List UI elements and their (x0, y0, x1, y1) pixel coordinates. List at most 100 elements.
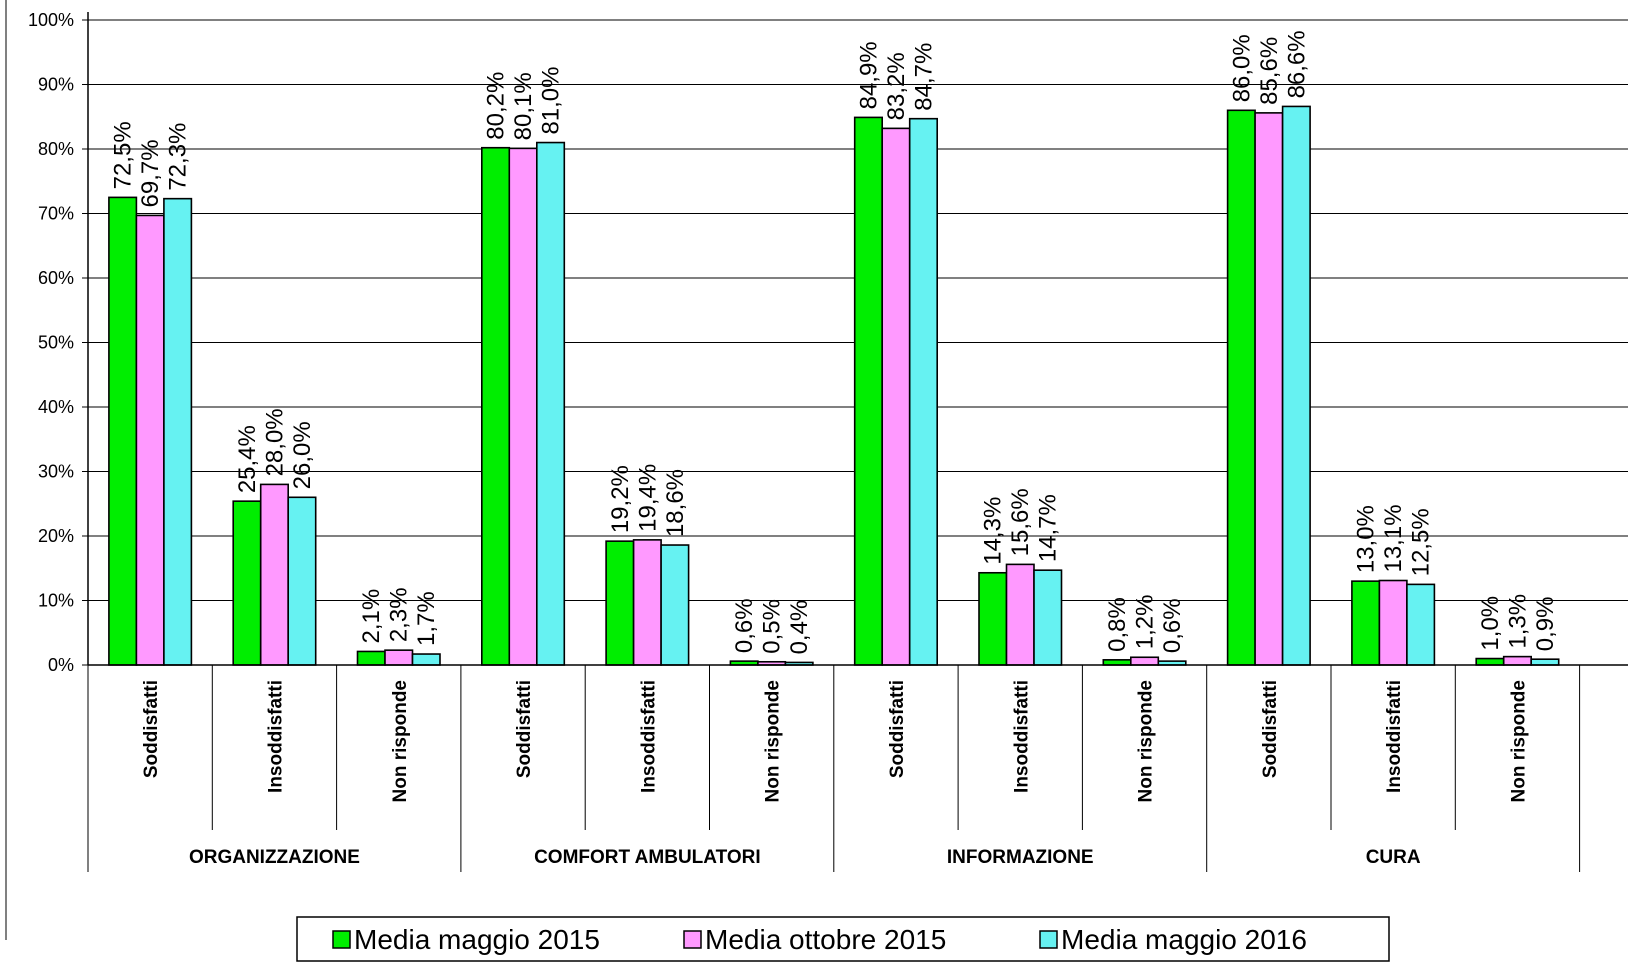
bar (108, 196, 138, 666)
bar (1378, 579, 1408, 666)
bars (108, 105, 1560, 666)
x-axis: Soddisfatti Insoddisfatti Non risponde Sodd… (87, 664, 1628, 872)
bar (908, 117, 939, 666)
data-label: 18,6% (662, 469, 689, 537)
data-label: 2,3% (386, 587, 413, 642)
data-labels: 72,5% 69,7% 72,3%25,4% 28,0% 26,0%2,1% 2,3% 1,… (110, 30, 1559, 654)
bar (1254, 112, 1284, 666)
bar (1033, 569, 1063, 666)
category-label: Non risponde (390, 680, 411, 802)
bar (1102, 659, 1132, 666)
y-tick-label: 70% (38, 204, 74, 224)
data-label: 84,9% (855, 41, 882, 109)
bar (1005, 563, 1035, 666)
y-tick-label: 20% (38, 526, 74, 546)
category-label: Insoddisfatti (638, 680, 659, 793)
data-label: 81,0% (538, 66, 565, 134)
data-label: 2,1% (358, 589, 385, 644)
category-label: Soddisfatti (887, 680, 908, 778)
legend-swatch (332, 930, 351, 949)
data-label: 13,1% (1380, 504, 1407, 572)
data-label: 1,0% (1477, 596, 1504, 651)
data-label: 85,6% (1256, 37, 1283, 105)
y-tick-label: 90% (38, 75, 74, 95)
legend: Media maggio 2015 Media ottobre 2015 Media… (296, 916, 1390, 962)
data-label: 86,0% (1228, 34, 1255, 102)
legend-box (296, 916, 1390, 962)
category-label: Insoddisfatti (1011, 680, 1032, 793)
data-label: 15,6% (1007, 488, 1034, 556)
y-tick-label: 100% (28, 10, 74, 30)
data-label: 0,4% (786, 600, 813, 655)
bar (287, 496, 317, 666)
y-tick-label: 60% (38, 268, 74, 288)
bar (411, 653, 441, 666)
bar (660, 544, 690, 666)
bar (535, 141, 566, 666)
bar (1130, 656, 1160, 666)
category-label: Soddisfatti (141, 680, 162, 778)
data-label: 25,4% (234, 425, 261, 493)
category-label: Non risponde (1136, 680, 1157, 802)
legend-swatch (683, 930, 702, 949)
bar (1226, 109, 1256, 666)
data-label: 0,9% (1532, 596, 1559, 651)
y-axis: 0% 10% 20% 30% 40% 50% 60% 70% 80% 90% 100% (28, 10, 89, 675)
bar (480, 146, 511, 666)
y-tick-label: 30% (38, 462, 74, 482)
bar (384, 649, 414, 666)
bar (1502, 655, 1532, 666)
data-label: 13,0% (1353, 505, 1380, 573)
data-label: 0,8% (1104, 597, 1131, 652)
data-label: 69,7% (137, 139, 164, 207)
bar (356, 650, 386, 666)
y-tick-label: 40% (38, 397, 74, 417)
group-label: CURA (1366, 847, 1421, 868)
legend-label: Media maggio 2015 (354, 924, 600, 955)
data-label: 72,3% (165, 123, 192, 191)
group-label: COMFORT AMBULATORI (534, 847, 761, 868)
bar (232, 500, 262, 666)
data-label: 84,7% (910, 43, 937, 111)
data-label: 1,3% (1504, 594, 1531, 649)
data-label: 1,7% (413, 591, 440, 646)
bar (259, 483, 290, 666)
category-label: Soddisfatti (514, 680, 535, 778)
data-label: 1,2% (1132, 595, 1159, 650)
bar (1475, 657, 1505, 666)
category-label: Soddisfatti (1260, 680, 1281, 778)
bar (135, 214, 165, 666)
data-label: 80,1% (510, 72, 537, 140)
data-label: 0,6% (731, 598, 758, 653)
data-label: 72,5% (110, 121, 137, 189)
group-label: ORGANIZZAZIONE (189, 847, 360, 868)
y-tick-label: 80% (38, 139, 74, 159)
data-label: 86,6% (1283, 30, 1310, 98)
bar (508, 147, 538, 666)
bar (978, 571, 1008, 666)
bar (632, 539, 662, 666)
group-label: INFORMAZIONE (947, 847, 1094, 868)
y-tick-label: 10% (38, 591, 74, 611)
data-label: 26,0% (289, 421, 316, 489)
data-label: 83,2% (883, 52, 910, 120)
legend-swatch (1039, 930, 1058, 949)
y-tick-label: 50% (38, 333, 74, 353)
data-label: 14,7% (1035, 494, 1062, 562)
data-label: 28,0% (261, 408, 288, 476)
bar (1530, 658, 1560, 666)
bar (1406, 583, 1436, 666)
bar (1281, 105, 1311, 666)
data-label: 19,2% (607, 465, 634, 533)
bar (605, 540, 635, 666)
data-label: 80,2% (483, 72, 510, 140)
bar (163, 197, 193, 666)
data-label: 14,3% (980, 497, 1007, 565)
category-label: Non risponde (763, 680, 784, 802)
data-label: 12,5% (1408, 508, 1435, 576)
category-label: Insoddisfatti (265, 680, 286, 793)
bar (1351, 580, 1381, 666)
data-label: 0,5% (759, 599, 786, 654)
bar (881, 127, 911, 666)
